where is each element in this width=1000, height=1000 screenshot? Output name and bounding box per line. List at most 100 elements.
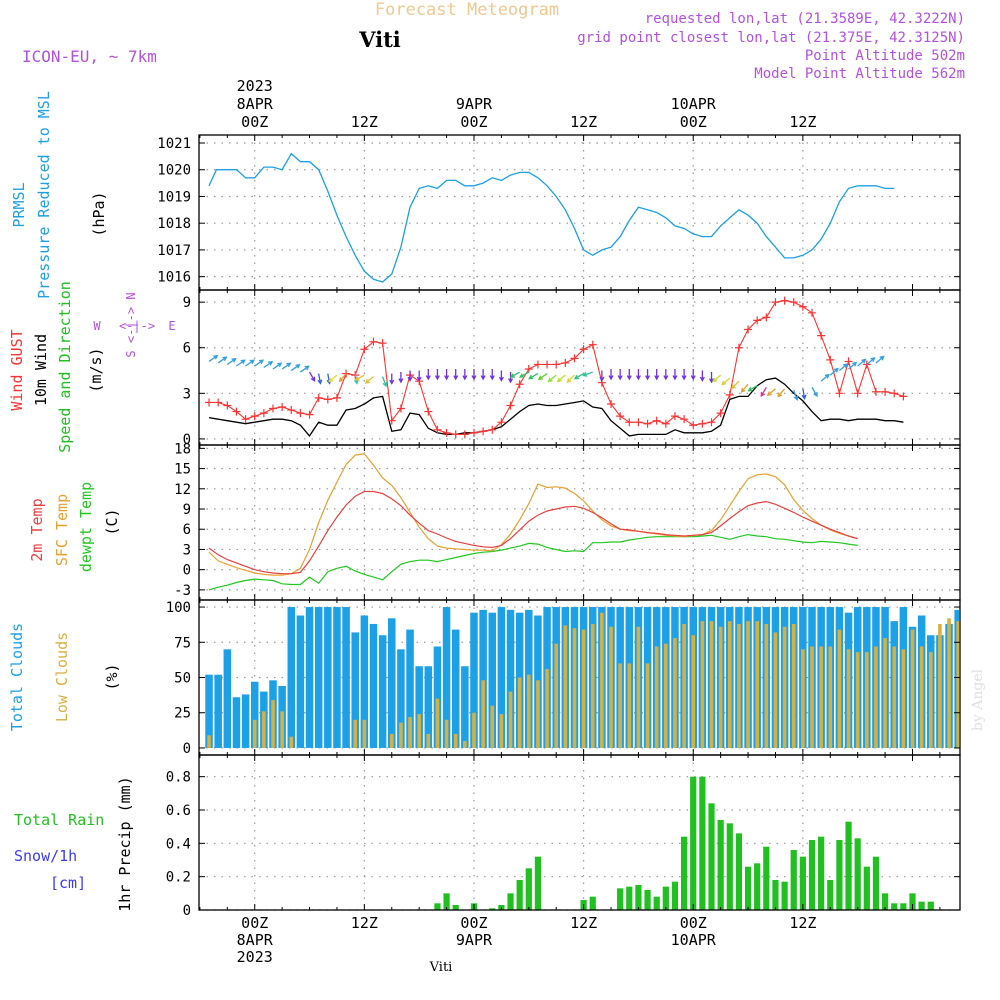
low-cloud-bar xyxy=(938,623,942,748)
wind-direction-arrow xyxy=(471,369,477,381)
gust-marker xyxy=(214,398,223,407)
gust-marker xyxy=(808,308,817,317)
wind-direction-arrow xyxy=(236,359,246,367)
gust-marker xyxy=(287,406,296,415)
rain-bar xyxy=(681,836,688,910)
gust-marker xyxy=(205,398,214,407)
gust-marker xyxy=(223,401,232,410)
wind-direction-arrow xyxy=(290,364,301,372)
total-cloud-bar xyxy=(305,607,314,748)
low-cloud-bar xyxy=(618,663,622,748)
compass-vertical-arrow: <-|-> xyxy=(124,307,138,343)
gust-marker xyxy=(862,360,871,369)
closest-coords: grid point closest lon,lat (21.375E, 42.… xyxy=(577,30,965,46)
low-cloud-bar xyxy=(481,680,485,748)
total-cloud-bar xyxy=(470,612,478,748)
low-cloud-bar xyxy=(737,623,741,748)
time-axis-top-label: 9APR xyxy=(456,95,493,113)
y-tick-label: 1019 xyxy=(157,189,191,205)
gust-marker xyxy=(780,296,789,305)
wind-direction-arrow xyxy=(416,370,422,382)
y-tick-label: 6 xyxy=(183,341,191,357)
gust-marker xyxy=(360,345,369,354)
rain-bar xyxy=(781,881,788,910)
rain-bar xyxy=(863,866,870,910)
precip-unit-label: 1hr Precip (mm) xyxy=(116,776,134,911)
total-cloud-bar xyxy=(397,649,405,748)
gust-marker xyxy=(661,419,670,428)
wind-direction-arrow xyxy=(537,373,548,381)
wind-direction-arrow xyxy=(793,390,799,401)
time-axis-bottom-label: 00Z xyxy=(241,914,268,932)
low-cloud-bar xyxy=(435,698,440,748)
gust-marker xyxy=(515,380,524,389)
time-axis-top-label: 00Z xyxy=(241,113,268,131)
low-cloud-bar xyxy=(554,643,559,748)
total-cloud-bar xyxy=(406,629,414,748)
rain-bar xyxy=(452,905,459,910)
total-cloud-bar xyxy=(333,607,341,748)
gust-marker xyxy=(479,427,488,436)
wind-direction-arrow xyxy=(672,369,678,381)
rain-bar xyxy=(836,840,843,910)
rain-bar xyxy=(507,893,514,910)
compass-horizontal-arrow: <-|-> xyxy=(119,319,155,333)
gust-marker xyxy=(250,412,259,421)
total-cloud-bar xyxy=(250,681,259,748)
wind-direction-arrow xyxy=(663,369,669,381)
y-tick-label: 9 xyxy=(183,502,191,518)
gust-marker xyxy=(698,419,707,428)
low-cloud-bar xyxy=(828,646,833,748)
gust-marker xyxy=(707,418,716,427)
low-cloud-bar xyxy=(928,652,933,748)
wind-direction-arrow xyxy=(721,377,731,386)
rain-bar xyxy=(644,890,651,910)
wind-direction-arrow xyxy=(699,370,705,382)
temp-2m-label: 2m Temp xyxy=(28,498,46,561)
chart-title: Forecast Meteogram xyxy=(375,0,559,20)
time-axis-bottom-label: 8APR xyxy=(237,931,274,949)
credit-watermark: by Angel xyxy=(970,668,986,731)
low-cloud-bar xyxy=(846,649,851,748)
rain-bar xyxy=(735,833,743,910)
gust-marker xyxy=(460,430,469,439)
low-cloud-bar xyxy=(362,719,367,748)
compass-s-label: S xyxy=(124,350,138,357)
snow-label: Snow/1h xyxy=(14,847,77,865)
gust-marker xyxy=(378,339,387,348)
gust-marker xyxy=(798,302,807,311)
wind-direction-arrow xyxy=(848,361,858,370)
gust-marker xyxy=(625,418,634,427)
low-cloud-bar xyxy=(444,719,449,748)
rain-bar xyxy=(744,866,752,910)
y-tick-label: 0.8 xyxy=(166,770,191,786)
wind-direction-arrow xyxy=(829,367,839,376)
low-clouds-label: Low Clouds xyxy=(53,632,71,722)
low-cloud-bar xyxy=(682,623,686,748)
low-cloud-bar xyxy=(490,705,495,748)
low-cloud-bar xyxy=(271,700,275,748)
wind-direction-arrow xyxy=(857,358,867,367)
low-cloud-bar xyxy=(408,716,412,748)
gust-marker xyxy=(789,298,798,307)
low-cloud-bar xyxy=(526,674,531,748)
time-axis-bottom-label: 00Z xyxy=(460,914,487,932)
rain-bar xyxy=(900,903,907,910)
gust-marker xyxy=(268,404,277,413)
low-cloud-bar xyxy=(810,646,814,748)
rain-bar xyxy=(617,888,624,910)
total-cloud-bar xyxy=(360,615,369,748)
wind-direction-arrow xyxy=(875,355,885,364)
gust-marker xyxy=(899,392,908,401)
total-cloud-bar xyxy=(351,632,359,748)
time-axis-top-label: 2023 xyxy=(237,77,273,95)
total-cloud-bar xyxy=(342,607,350,748)
wind-direction-arrow xyxy=(354,374,365,381)
requested-coords: requested lon,lat (21.3589E, 42.3222N) xyxy=(645,11,965,27)
low-cloud-bar xyxy=(545,669,549,748)
wind-direction-arrow xyxy=(760,386,767,398)
y-tick-label: -3 xyxy=(174,583,191,599)
gust-marker xyxy=(259,409,268,418)
wind-direction-arrow xyxy=(498,370,504,382)
rain-bar xyxy=(534,856,542,910)
